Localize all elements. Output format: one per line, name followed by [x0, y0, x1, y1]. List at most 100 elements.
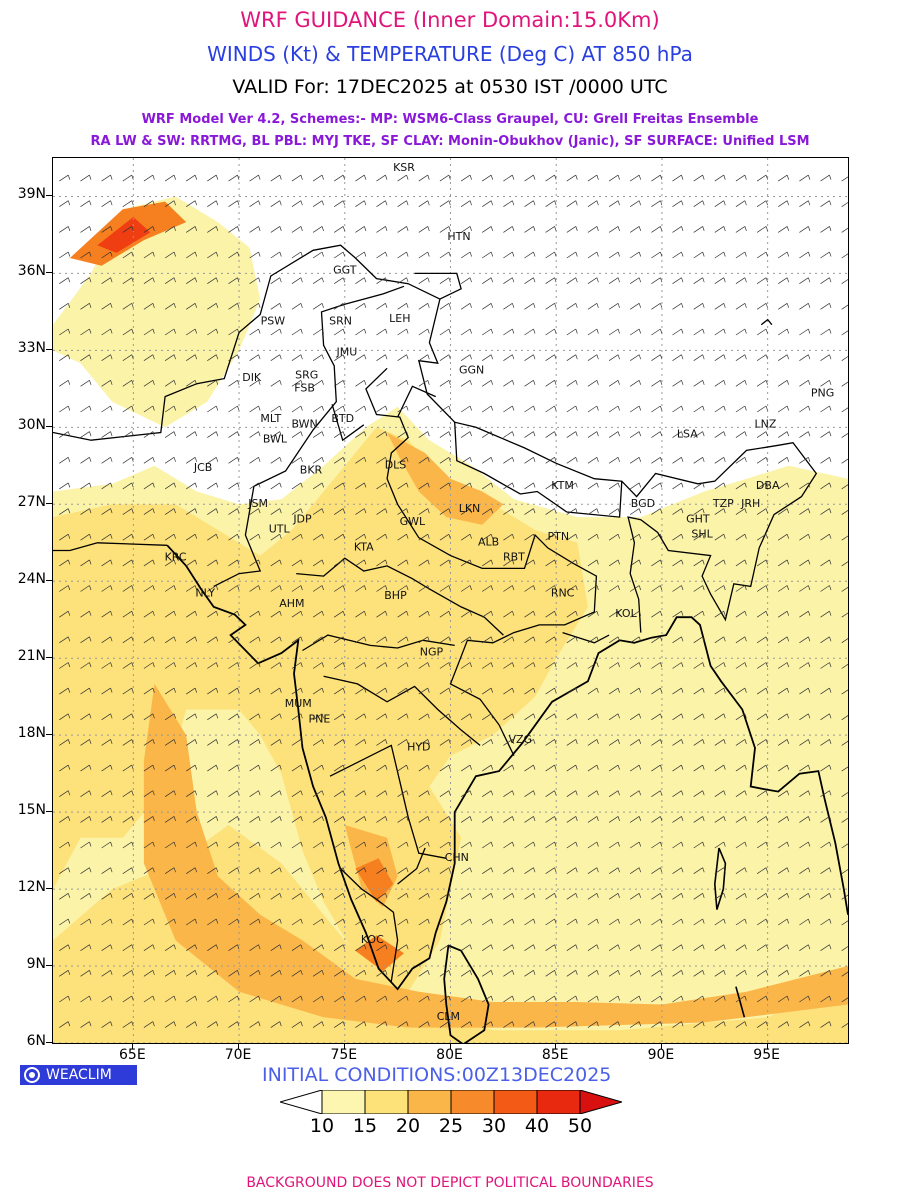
wind-barb — [756, 380, 768, 387]
wind-barb — [228, 713, 240, 721]
wind-barb — [672, 687, 684, 695]
wind-barb — [291, 328, 303, 336]
wind-barb — [143, 636, 155, 644]
wind-barb — [482, 841, 494, 849]
wind-barb — [143, 893, 155, 900]
wind-barb — [460, 790, 472, 797]
wind-barb — [291, 867, 303, 874]
wind-barb — [587, 200, 599, 207]
wind-barb — [228, 431, 240, 438]
wind-barb — [587, 508, 599, 515]
wind-barb — [207, 200, 219, 207]
wind-barb — [59, 200, 71, 207]
wind-barb — [334, 995, 346, 1003]
wind-barb — [651, 636, 663, 644]
wind-barb — [714, 1021, 726, 1028]
wind-barb — [841, 638, 848, 644]
wind-barb — [503, 508, 515, 515]
wind-barb — [693, 867, 705, 874]
wind-barb — [841, 227, 848, 233]
wind-barb — [270, 174, 282, 182]
wind-barb — [249, 687, 261, 695]
wind-barb — [355, 585, 367, 592]
wind-barb — [503, 303, 515, 310]
wind-barb — [566, 687, 578, 695]
wind-barb — [164, 303, 176, 310]
wind-barb — [693, 251, 705, 259]
wind-barb — [651, 1021, 663, 1028]
wind-barb — [397, 482, 409, 490]
wind-barb — [566, 918, 578, 926]
wind-barb — [270, 354, 282, 361]
wind-barb — [630, 354, 642, 361]
wind-barb — [587, 893, 599, 900]
wind-barb — [228, 559, 240, 567]
wind-barb — [291, 841, 303, 849]
wind-barb — [482, 174, 494, 182]
wind-barb — [291, 764, 303, 772]
wind-barb — [735, 328, 747, 336]
wind-barb — [503, 918, 515, 926]
lon-tick — [766, 1043, 768, 1049]
wind-barb — [59, 174, 71, 182]
wind-barb — [418, 662, 430, 669]
wind-barb — [207, 610, 219, 618]
wind-barb — [101, 508, 113, 515]
wind-barb — [587, 251, 599, 259]
wind-barb — [693, 380, 705, 387]
wind-barb — [397, 867, 409, 874]
wind-barb — [841, 894, 848, 900]
wind-barb — [672, 303, 684, 310]
colorbar-label: 25 — [438, 1115, 464, 1137]
wind-barb — [608, 226, 620, 233]
wind-barb — [566, 328, 578, 336]
wind-barb — [143, 482, 155, 490]
wind-barb — [186, 970, 198, 977]
wind-barb — [397, 1021, 409, 1028]
wind-barb — [735, 918, 747, 926]
wind-barb — [418, 585, 430, 592]
wind-barb — [312, 893, 324, 900]
wind-barb — [291, 713, 303, 721]
wind-barb — [312, 687, 324, 695]
wind-barb — [693, 841, 705, 849]
wind-barb — [376, 739, 388, 746]
wind-barb — [566, 457, 578, 464]
wind-barb — [587, 559, 599, 567]
wind-barb — [651, 277, 663, 284]
wind-barb — [799, 918, 811, 926]
wind-barb — [693, 764, 705, 772]
wind-barb — [164, 508, 176, 515]
wind-barb — [651, 841, 663, 849]
wind-barb — [799, 995, 811, 1003]
wind-barb — [630, 816, 642, 823]
wind-barb — [693, 1021, 705, 1028]
wind-barb — [312, 918, 324, 926]
wind-barb — [270, 790, 282, 797]
wind-barb — [439, 893, 451, 900]
wind-barb — [355, 277, 367, 284]
station-label: JDP — [292, 512, 312, 525]
wind-barb — [418, 303, 430, 310]
wind-barb — [778, 303, 790, 310]
wind-barb — [587, 918, 599, 926]
wind-barb — [841, 740, 848, 746]
wind-barb — [460, 1021, 472, 1028]
wind-barb — [249, 431, 261, 438]
wind-barb — [186, 457, 198, 464]
wind-barb — [249, 713, 261, 721]
wind-barb — [418, 636, 430, 644]
wind-barb — [756, 1021, 768, 1028]
wind-barb — [566, 970, 578, 977]
wind-barb — [376, 174, 388, 182]
wind-barb — [59, 662, 71, 669]
wind-barb — [186, 508, 198, 515]
wind-barb — [841, 715, 848, 721]
wind-barb — [312, 970, 324, 977]
wind-barb — [630, 251, 642, 259]
wind-barb — [587, 482, 599, 490]
wind-barb — [164, 457, 176, 464]
logo-circle-icon — [24, 1067, 40, 1083]
wind-barb — [651, 174, 663, 182]
lat-tick-label: 6N — [26, 1033, 46, 1049]
